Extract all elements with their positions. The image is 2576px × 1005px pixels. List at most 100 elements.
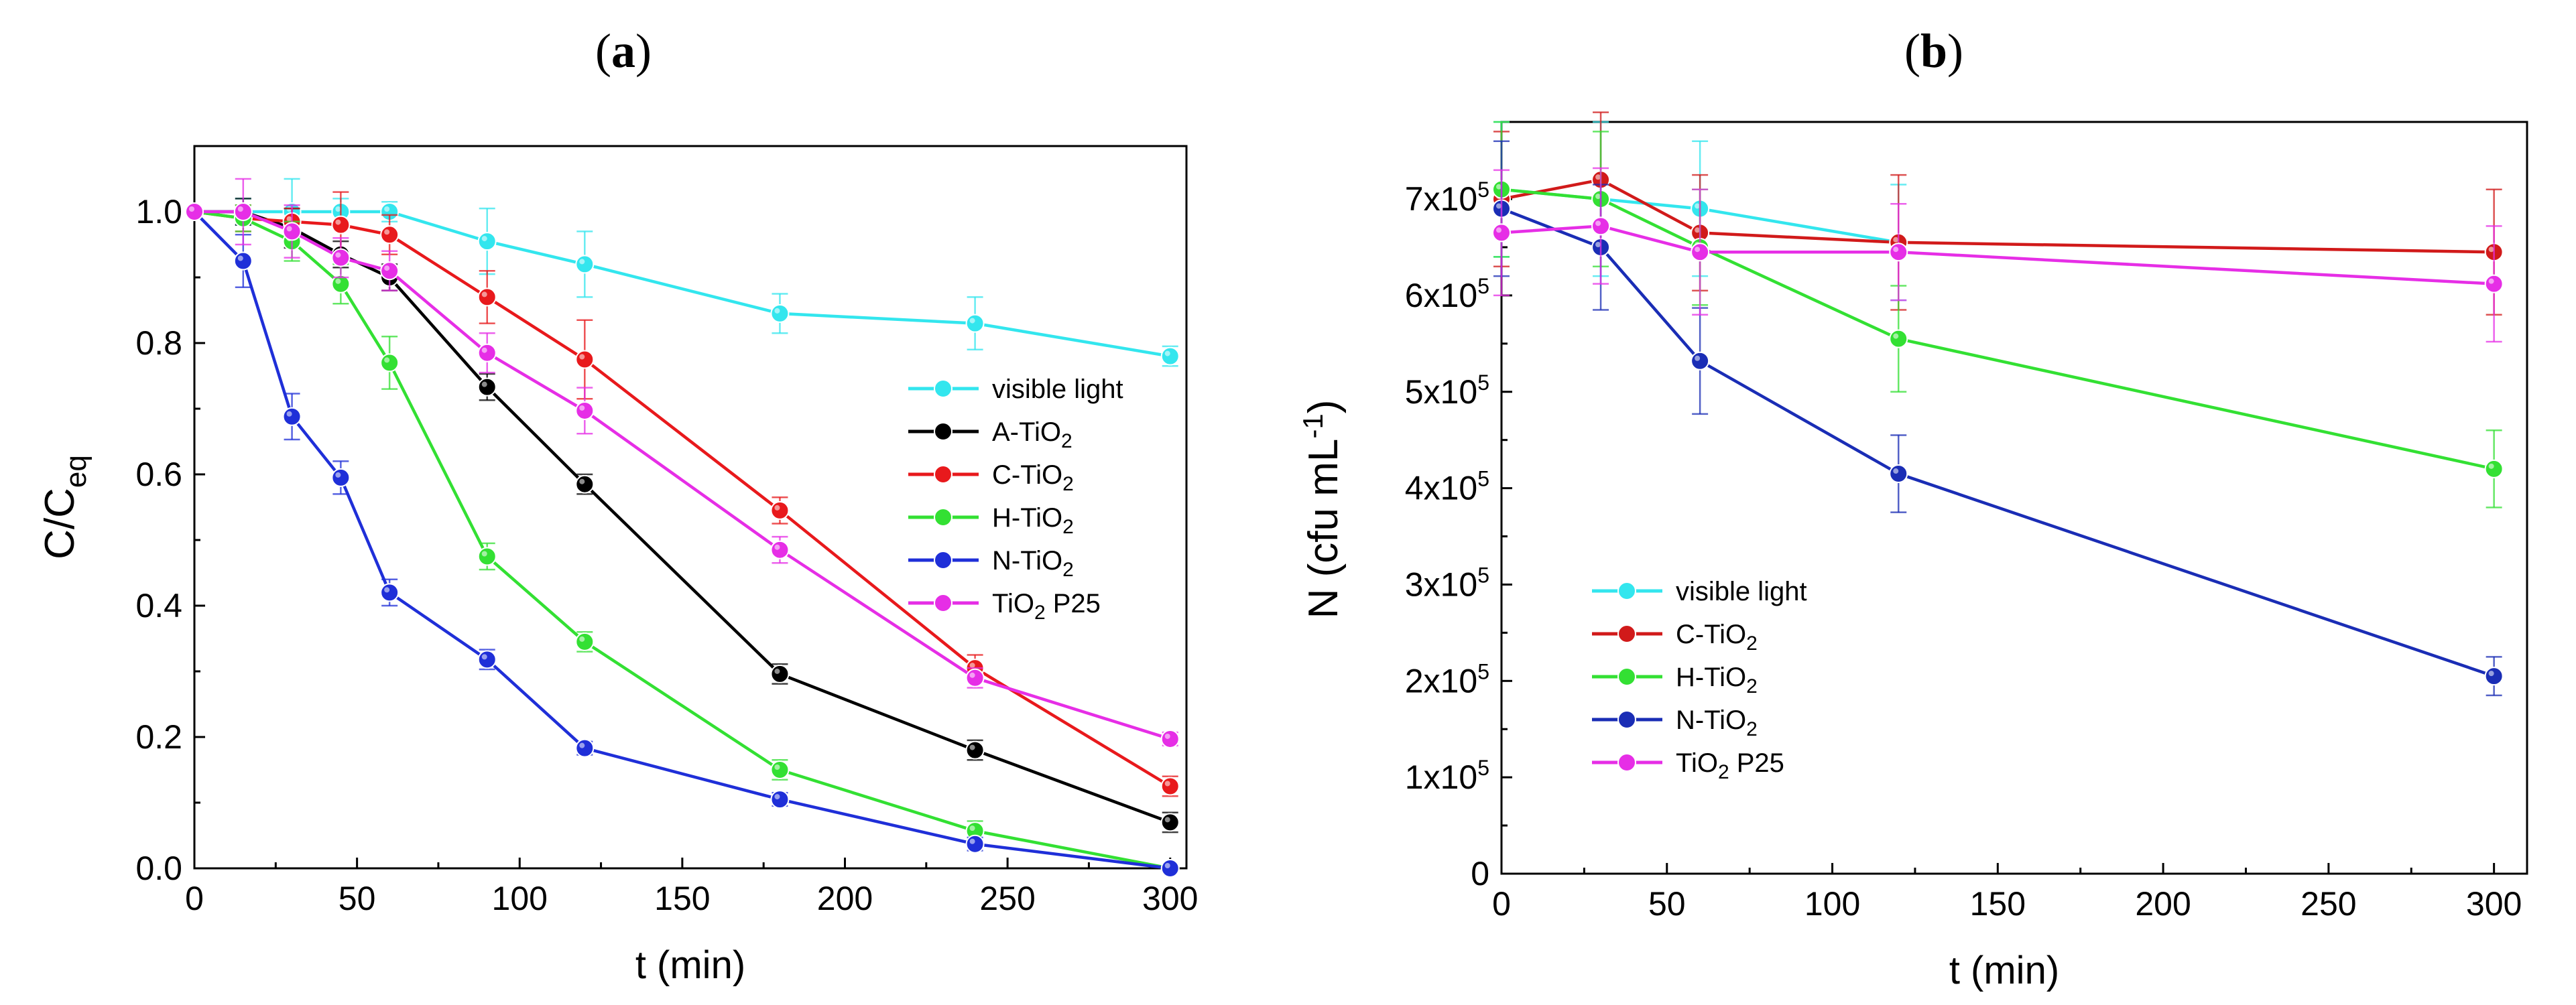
- data-point-highlight: [286, 411, 292, 417]
- data-point: [477, 287, 497, 307]
- data-point: [1889, 464, 1908, 484]
- series-visible-light: [185, 178, 1180, 367]
- data-point: [770, 500, 790, 520]
- data-point: [1889, 243, 1908, 262]
- data-point-highlight: [1695, 203, 1701, 209]
- y-tick-label: 0.2: [135, 718, 182, 756]
- legend-swatch-marker: [1617, 667, 1636, 686]
- data-point: [1889, 329, 1908, 348]
- data-point: [965, 314, 985, 333]
- data-point-highlight: [1695, 355, 1701, 361]
- data-point-highlight: [1595, 174, 1601, 180]
- data-point-highlight: [1496, 203, 1501, 209]
- data-point: [477, 343, 497, 362]
- data-point: [770, 664, 790, 683]
- legend-label: C-TiO2: [992, 460, 1074, 495]
- data-point: [2484, 459, 2504, 478]
- data-point-highlight: [237, 255, 243, 261]
- x-tick-label: 0: [185, 880, 204, 917]
- panel-b-xlabel: t (min): [1949, 949, 2059, 992]
- legend-label: visible light: [992, 375, 1123, 404]
- data-point: [1160, 859, 1180, 878]
- x-tick-label: 50: [339, 880, 376, 917]
- data-point-highlight: [481, 291, 487, 297]
- series-h-tio2: [1492, 121, 2504, 509]
- data-point-highlight: [1893, 333, 1899, 339]
- legend-swatch-marker: [1617, 624, 1636, 643]
- data-point-highlight: [1164, 863, 1170, 868]
- y-tick-label: 5x105: [1405, 371, 1489, 411]
- data-point: [575, 632, 595, 651]
- data-point-highlight: [579, 259, 585, 265]
- series-line-n-tio2: [1501, 207, 2495, 678]
- data-point: [185, 202, 204, 221]
- legend-label: H-TiO2: [1676, 663, 1758, 697]
- x-tick-label: 250: [979, 880, 1035, 917]
- data-point: [1492, 223, 1511, 243]
- y-tick-label: 0.6: [135, 456, 182, 493]
- y-tick-label: 0: [1471, 855, 1489, 892]
- legend-swatch-marker: [934, 594, 953, 612]
- x-tick-label: 250: [2301, 885, 2356, 923]
- x-tick-label: 300: [2466, 885, 2522, 923]
- data-point-highlight: [1893, 247, 1899, 253]
- data-point-highlight: [481, 347, 487, 353]
- data-point: [380, 225, 400, 245]
- data-point: [575, 255, 595, 274]
- x-tick-label: 100: [492, 880, 548, 917]
- data-point: [575, 738, 595, 758]
- data-point-highlight: [384, 229, 390, 235]
- y-tick-label: 0.0: [135, 850, 182, 887]
- data-point: [1160, 346, 1180, 366]
- data-point: [477, 547, 497, 566]
- series-line-c-tio2: [194, 210, 1171, 788]
- data-point-highlight: [1496, 184, 1501, 190]
- data-point: [965, 668, 985, 687]
- legend-item-tio2-p25: TiO2 P25: [1592, 748, 1784, 783]
- series-line-tio2-p25: [194, 210, 1171, 741]
- panel-a-letter: a: [611, 24, 635, 78]
- x-tick-label: 150: [1970, 885, 2026, 923]
- data-point-highlight: [335, 252, 341, 258]
- data-point: [770, 790, 790, 809]
- data-point-highlight: [1893, 468, 1899, 474]
- data-point-highlight: [2488, 671, 2494, 677]
- data-point: [770, 540, 790, 559]
- data-point-highlight: [579, 354, 585, 360]
- x-tick-label: 50: [1648, 885, 1686, 923]
- panel-b-frame: [1500, 121, 2528, 875]
- legend-swatch-marker: [934, 551, 953, 570]
- data-point-highlight: [969, 744, 975, 750]
- data-point: [1691, 243, 1710, 262]
- y-tick-label: 1x105: [1405, 756, 1489, 796]
- legend-item-c-tio2: C-TiO2: [908, 460, 1074, 495]
- data-point-highlight: [1695, 227, 1701, 233]
- data-point-highlight: [969, 825, 975, 831]
- data-point-highlight: [481, 236, 487, 242]
- data-point-highlight: [2488, 463, 2494, 469]
- series-line-n-tio2: [193, 210, 1171, 870]
- data-point: [965, 740, 985, 760]
- y-tick-label: 2x105: [1405, 659, 1489, 699]
- series-c-tio2: [1492, 111, 2504, 316]
- data-point-highlight: [189, 206, 194, 212]
- legend-label: A-TiO2: [992, 417, 1072, 452]
- legend-label: N-TiO2: [1676, 706, 1758, 740]
- data-point-highlight: [579, 405, 585, 411]
- data-point-highlight: [579, 636, 585, 642]
- data-point: [233, 251, 253, 271]
- panel-b-label: (b): [1904, 24, 1963, 78]
- data-point-highlight: [969, 318, 975, 324]
- data-point: [1160, 777, 1180, 796]
- data-point: [1691, 351, 1710, 371]
- data-point: [380, 261, 400, 281]
- y-tick-label: 6x105: [1405, 274, 1489, 314]
- data-point-highlight: [1595, 194, 1601, 200]
- data-point: [331, 215, 351, 234]
- y-tick-label: 4x105: [1405, 467, 1489, 507]
- data-point: [380, 353, 400, 373]
- data-point-highlight: [1595, 220, 1601, 226]
- data-point-highlight: [774, 764, 780, 770]
- y-tick-label: 1.0: [135, 193, 182, 230]
